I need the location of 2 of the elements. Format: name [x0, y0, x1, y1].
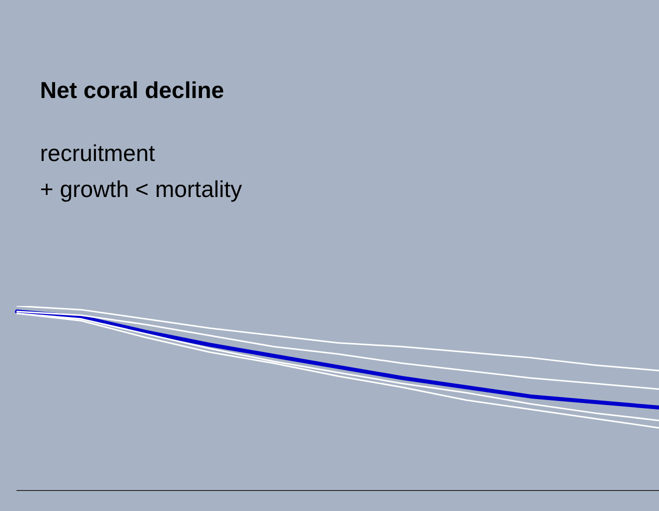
text: recruitment + growth < mortality [40, 140, 242, 202]
chart-title: Net coral decline [40, 77, 224, 103]
